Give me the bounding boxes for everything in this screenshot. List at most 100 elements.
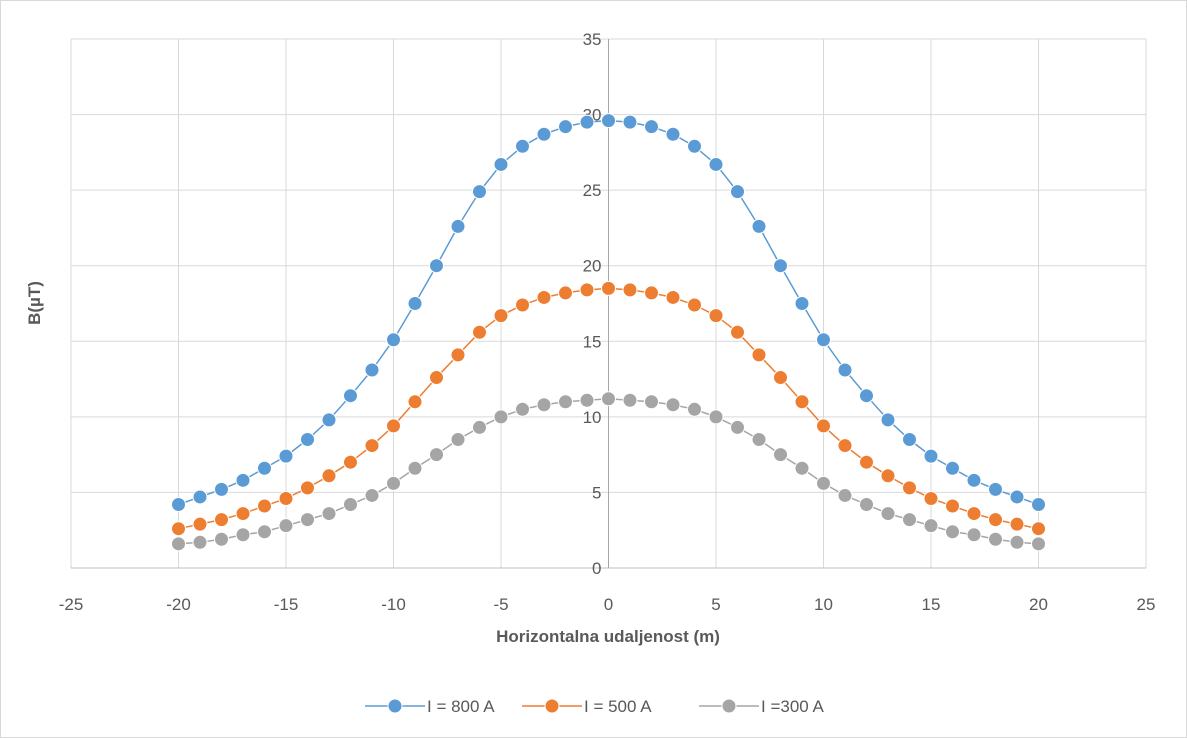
data-point: [171, 521, 186, 537]
x-tick-label: 15: [922, 595, 941, 614]
legend-item: I = 500 A: [522, 697, 652, 716]
x-tick-label: -5: [493, 595, 508, 614]
x-tick-label: 25: [1137, 595, 1156, 614]
data-point: [214, 512, 229, 528]
x-tick-label: 0: [604, 595, 613, 614]
data-point: [278, 490, 294, 506]
data-point: [235, 527, 251, 543]
data-point: [622, 282, 638, 298]
data-point: [708, 409, 724, 425]
legend-label: I =300 A: [761, 697, 825, 716]
data-point: [966, 506, 982, 522]
data-point: [794, 394, 810, 410]
data-point: [579, 282, 595, 298]
data-point: [794, 460, 810, 476]
data-point: [364, 362, 380, 378]
data-point: [880, 468, 896, 484]
data-point: [708, 156, 724, 172]
data-point: [1031, 521, 1046, 537]
data-point: [859, 454, 874, 470]
data-point: [730, 324, 745, 340]
data-point: [386, 475, 401, 491]
data-point: [751, 218, 767, 234]
data-point: [945, 460, 960, 476]
data-point: [278, 448, 294, 464]
legend-marker: [544, 698, 560, 714]
data-point: [536, 397, 552, 413]
data-point: [923, 490, 939, 506]
y-tick-label: 15: [583, 332, 602, 351]
data-point: [773, 447, 788, 463]
data-point: [192, 516, 208, 532]
data-point: [579, 114, 595, 130]
data-point: [515, 138, 530, 154]
data-point: [407, 296, 423, 311]
x-tick-label: -10: [381, 595, 406, 614]
data-point: [171, 497, 186, 513]
data-point: [816, 332, 831, 348]
data-point: [1009, 516, 1025, 532]
data-point: [450, 432, 466, 448]
data-point: [472, 419, 487, 435]
data-point: [751, 347, 767, 363]
data-point: [450, 347, 466, 363]
series-group: [171, 113, 1046, 552]
data-point: [730, 184, 745, 200]
x-tick-label: 20: [1029, 595, 1048, 614]
x-tick-label: -20: [166, 595, 191, 614]
y-tick-label: 5: [592, 483, 601, 502]
data-point: [192, 534, 208, 550]
data-point: [622, 392, 638, 408]
data-point: [966, 472, 982, 488]
data-point: [493, 308, 509, 324]
data-point: [773, 258, 788, 274]
data-point: [192, 489, 208, 505]
data-point: [859, 497, 874, 513]
legend-item: I =300 A: [699, 697, 825, 716]
data-point: [386, 418, 401, 434]
data-point: [923, 518, 939, 534]
data-point: [687, 138, 702, 154]
data-point: [472, 324, 487, 340]
data-point: [343, 454, 358, 470]
data-point: [343, 388, 358, 404]
data-point: [472, 184, 487, 200]
data-point: [429, 370, 444, 386]
data-point: [493, 156, 509, 172]
data-point: [257, 460, 272, 476]
data-point: [601, 280, 616, 296]
data-point: [794, 296, 810, 311]
series-1: [171, 113, 1046, 513]
data-point: [687, 401, 702, 417]
y-tick-label: 20: [583, 257, 602, 276]
data-point: [558, 394, 573, 410]
data-point: [1009, 534, 1025, 550]
data-point: [278, 518, 294, 534]
data-point: [386, 332, 401, 348]
data-point: [601, 391, 616, 407]
legend-item: I = 800 A: [365, 697, 495, 716]
data-point: [343, 497, 358, 513]
legend-label: I = 800 A: [427, 697, 495, 716]
data-point: [407, 460, 423, 476]
series-2: [171, 280, 1046, 537]
data-point: [558, 119, 573, 135]
data-point: [214, 481, 229, 497]
data-point: [257, 524, 272, 540]
x-tick-label: 5: [711, 595, 720, 614]
data-point: [644, 285, 659, 301]
series-3: [171, 391, 1046, 552]
data-point: [515, 401, 530, 417]
data-point: [214, 531, 229, 547]
data-point: [644, 119, 659, 135]
data-point: [687, 297, 702, 313]
data-point: [493, 409, 509, 425]
data-point: [429, 258, 444, 274]
x-tick-label: -15: [274, 595, 299, 614]
data-point: [988, 531, 1003, 547]
data-point: [816, 475, 831, 491]
x-axis-title: Horizontalna udaljenost (m): [496, 627, 720, 646]
data-point: [1031, 497, 1046, 513]
data-point: [321, 506, 337, 522]
data-point: [1031, 536, 1046, 552]
